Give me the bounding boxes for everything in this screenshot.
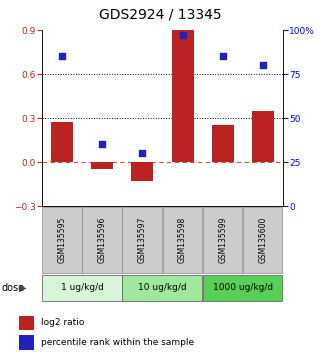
Text: GDS2924 / 13345: GDS2924 / 13345 xyxy=(99,8,222,22)
Text: GSM135600: GSM135600 xyxy=(258,217,267,263)
Point xyxy=(100,142,105,147)
Bar xyxy=(212,125,234,162)
Text: ▶: ▶ xyxy=(19,283,27,293)
Text: GSM135596: GSM135596 xyxy=(98,217,107,263)
Bar xyxy=(252,111,274,162)
Bar xyxy=(171,30,194,162)
Point xyxy=(140,150,145,156)
Text: GSM135595: GSM135595 xyxy=(57,217,66,263)
Text: GSM135598: GSM135598 xyxy=(178,217,187,263)
Bar xyxy=(19,316,34,330)
Bar xyxy=(203,207,242,273)
Bar xyxy=(243,207,282,273)
Bar xyxy=(122,275,202,301)
Bar xyxy=(19,336,34,350)
Text: GSM135597: GSM135597 xyxy=(138,217,147,263)
Text: 1 ug/kg/d: 1 ug/kg/d xyxy=(61,284,104,292)
Bar xyxy=(131,162,153,181)
Bar xyxy=(51,122,73,162)
Point xyxy=(220,53,225,59)
Bar xyxy=(82,207,122,273)
Point xyxy=(260,62,265,68)
Bar xyxy=(42,207,82,273)
Text: percentile rank within the sample: percentile rank within the sample xyxy=(41,338,195,347)
Text: GSM135599: GSM135599 xyxy=(218,217,227,263)
Point xyxy=(180,33,185,38)
Point xyxy=(59,53,65,59)
Text: dose: dose xyxy=(2,283,25,293)
Text: 10 ug/kg/d: 10 ug/kg/d xyxy=(138,284,187,292)
Bar xyxy=(162,207,202,273)
Bar xyxy=(91,162,113,169)
Bar xyxy=(42,275,122,301)
Text: 1000 ug/kg/d: 1000 ug/kg/d xyxy=(213,284,273,292)
Bar xyxy=(122,207,162,273)
Text: log2 ratio: log2 ratio xyxy=(41,318,85,327)
Bar xyxy=(203,275,282,301)
